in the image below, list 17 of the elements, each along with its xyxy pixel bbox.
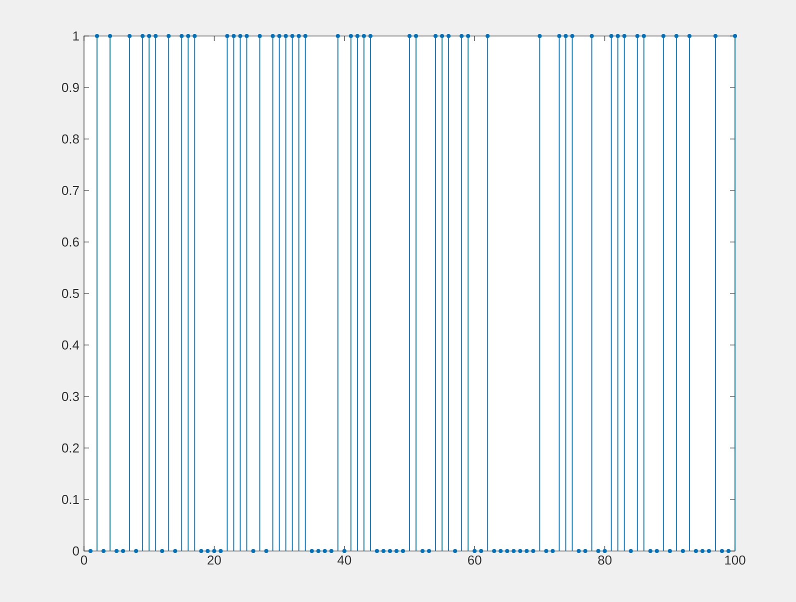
y-tick-label: 1 [73,32,79,40]
y-tick-label: 0.6 [62,237,79,247]
y-tick-label: 0.4 [62,340,80,350]
y-tick-label: 0.1 [62,494,79,504]
x-tick-label: 40 [338,556,352,565]
x-tick-label: 80 [598,556,612,565]
y-tick-label: 0.8 [62,134,79,144]
y-tick-label: 0.5 [62,288,79,298]
x-tick-label: 20 [208,556,221,565]
x-tick-label: 60 [468,556,482,565]
x-tick-label: 0 [80,556,88,565]
y-tick-label: 0 [72,546,79,556]
y-tick-label: 0.2 [62,443,79,453]
y-tick-label: 0.7 [62,186,79,196]
x-tick-label: 100 [725,556,746,565]
y-tick-label: 0.3 [62,392,79,402]
y-tick-label: 0.9 [62,82,79,92]
